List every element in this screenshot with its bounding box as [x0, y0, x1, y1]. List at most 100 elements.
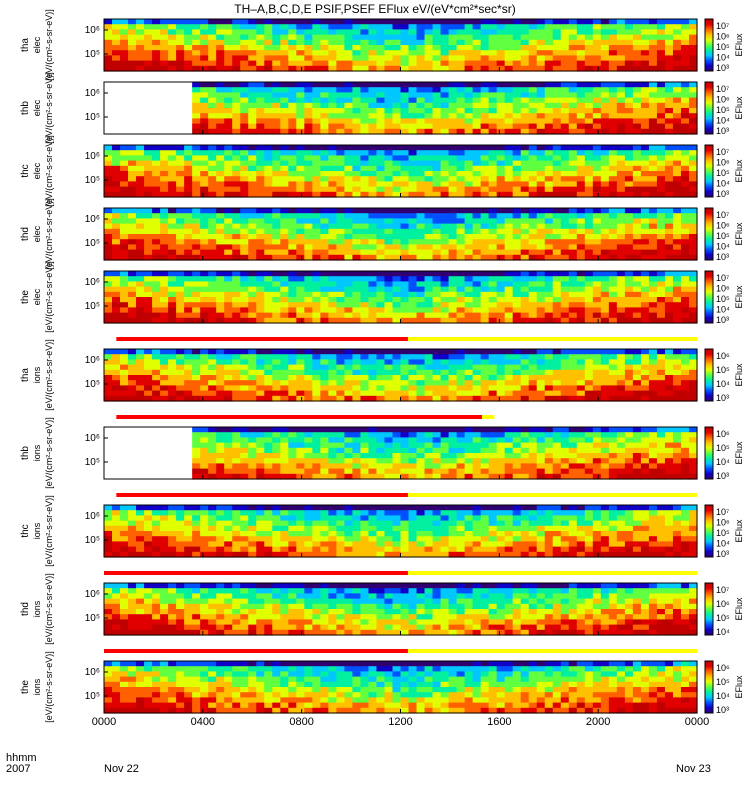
- heatmap-cell: [600, 55, 610, 62]
- heatmap-cell: [616, 228, 626, 235]
- heatmap-cell: [640, 385, 650, 392]
- heatmap-cell: [120, 349, 129, 355]
- heatmap-cell: [192, 437, 201, 444]
- heatmap-cell: [456, 128, 466, 135]
- heatmap-cell: [680, 213, 690, 219]
- heatmap-cell: [200, 82, 209, 88]
- heatmap-cell: [392, 176, 402, 182]
- heatmap-cell: [320, 39, 329, 46]
- heatmap-cell: [504, 297, 514, 303]
- heatmap-cell: [384, 108, 394, 114]
- heatmap-cell: [280, 65, 289, 72]
- heatmap-cell: [464, 150, 474, 156]
- heatmap-cell: [232, 468, 241, 475]
- heatmap-cell: [192, 208, 201, 214]
- heatmap-cell: [512, 349, 522, 355]
- heatmap-cell: [512, 82, 522, 88]
- heatmap-cell: [672, 92, 682, 99]
- heatmap-cell: [504, 60, 514, 67]
- heatmap-cell: [160, 45, 169, 51]
- heatmap-cell: [552, 228, 562, 235]
- heatmap-cell: [600, 24, 610, 30]
- heatmap-cell: [248, 123, 257, 130]
- heatmap-cell: [496, 123, 506, 130]
- heatmap-cell: [400, 102, 410, 109]
- heatmap-cell: [200, 176, 209, 182]
- heatmap-cell: [440, 359, 450, 366]
- heatmap-cell: [184, 228, 193, 235]
- heatmap-cell: [672, 291, 682, 298]
- heatmap-cell: [344, 249, 354, 256]
- heatmap-cell: [592, 82, 602, 88]
- heatmap-cell: [544, 213, 554, 219]
- heatmap-cell: [416, 165, 426, 172]
- heatmap-cell: [472, 39, 482, 46]
- heatmap-cell: [456, 239, 466, 245]
- colorbar-tick-label: 10³: [716, 315, 729, 325]
- heatmap-cell: [560, 208, 570, 214]
- heatmap-cell: [328, 271, 337, 277]
- heatmap-cell: [136, 291, 145, 298]
- heatmap-cell: [416, 208, 426, 214]
- heatmap-cell: [520, 239, 530, 245]
- heatmap-cell: [472, 218, 482, 225]
- heatmap-cell: [560, 45, 570, 51]
- heatmap-cell: [504, 97, 514, 104]
- heatmap-cell: [656, 97, 666, 104]
- heatmap-cell: [560, 364, 570, 371]
- heatmap-cell: [544, 113, 554, 119]
- heatmap-cell: [536, 281, 546, 288]
- heatmap-cell: [264, 45, 273, 51]
- heatmap-cell: [656, 208, 666, 214]
- heatmap-cell: [216, 468, 225, 475]
- heatmap-cell: [688, 113, 698, 119]
- heatmap-cell: [248, 128, 257, 135]
- heatmap-cell: [616, 118, 626, 125]
- heatmap-cell: [600, 468, 610, 475]
- heatmap-cell: [656, 186, 666, 193]
- heatmap-cell: [400, 380, 410, 386]
- heatmap-cell: [488, 442, 498, 449]
- heatmap-cell: [160, 349, 169, 355]
- heatmap-cell: [328, 359, 337, 366]
- heatmap-cell: [344, 171, 354, 177]
- heatmap-cell: [256, 427, 265, 433]
- heatmap-cell: [584, 390, 594, 397]
- heatmap-cell: [264, 302, 273, 308]
- heatmap-cell: [528, 113, 538, 119]
- heatmap-cell: [224, 113, 233, 119]
- heatmap-cell: [208, 395, 217, 402]
- heatmap-cell: [312, 271, 321, 277]
- heatmap-cell: [112, 395, 121, 402]
- heatmap-cell: [600, 50, 610, 56]
- heatmap-cell: [576, 118, 586, 125]
- colorbar-tick-label: 10³: [716, 189, 729, 199]
- heatmap-cell: [544, 87, 554, 93]
- heatmap-cell: [384, 234, 394, 240]
- heatmap-cell: [632, 92, 642, 99]
- heatmap-cell: [376, 359, 386, 366]
- heatmap-cell: [312, 468, 321, 475]
- heatmap-cell: [344, 45, 354, 51]
- heatmap-cell: [440, 239, 450, 245]
- heatmap-cell: [432, 176, 442, 182]
- heatmap-cell: [560, 276, 570, 282]
- heatmap-cell: [216, 92, 225, 99]
- heatmap-cell: [512, 113, 522, 119]
- heatmap-cell: [464, 432, 474, 438]
- heatmap-cell: [240, 176, 249, 182]
- heatmap-cell: [656, 302, 666, 308]
- heatmap-cell: [296, 432, 305, 438]
- heatmap-cell: [184, 55, 193, 62]
- heatmap-cell: [616, 155, 626, 162]
- heatmap-cell: [464, 458, 474, 464]
- heatmap-cell: [440, 380, 450, 386]
- heatmap-cell: [560, 55, 570, 62]
- heatmap-cell: [392, 208, 402, 214]
- heatmap-cell: [656, 354, 666, 360]
- heatmap-cell: [392, 395, 402, 402]
- panel-species-label: elec: [32, 162, 42, 179]
- heatmap-cell: [552, 307, 562, 314]
- heatmap-cell: [336, 359, 345, 366]
- heatmap-cell: [560, 223, 570, 230]
